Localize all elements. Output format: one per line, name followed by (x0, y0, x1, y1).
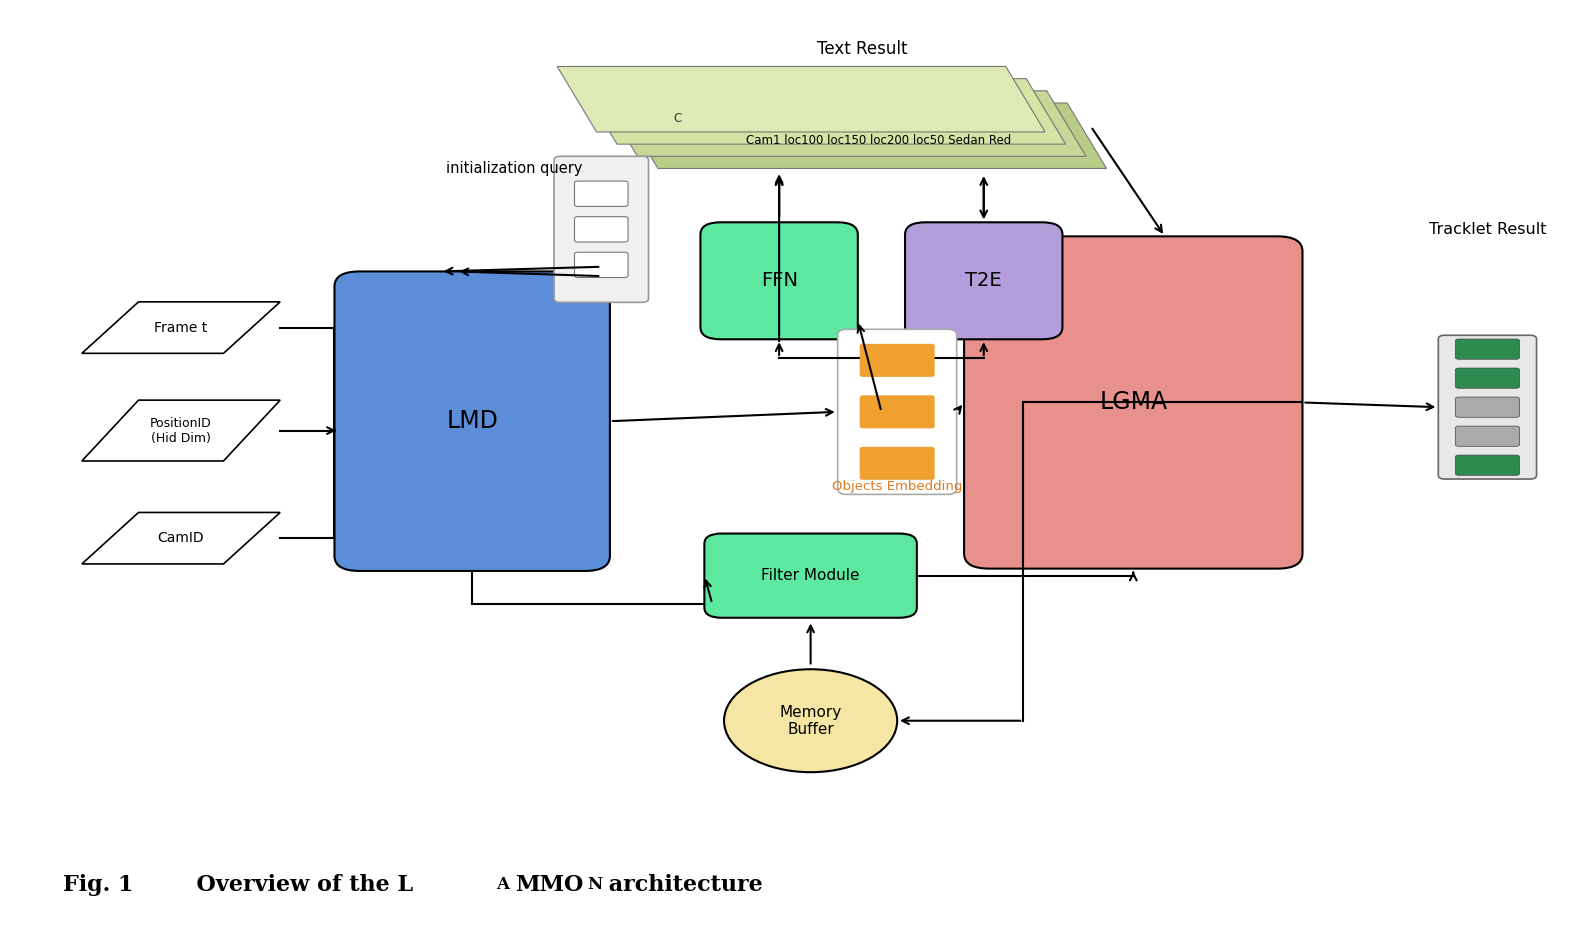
Polygon shape (82, 512, 280, 563)
Text: FFN: FFN (760, 271, 798, 290)
Text: Overview of the L: Overview of the L (181, 873, 412, 896)
FancyBboxPatch shape (575, 252, 628, 277)
Text: initialization query: initialization query (447, 161, 582, 176)
Text: Text Result: Text Result (817, 39, 908, 58)
Polygon shape (557, 66, 1045, 132)
Polygon shape (619, 103, 1107, 168)
Polygon shape (578, 79, 1066, 144)
FancyBboxPatch shape (575, 181, 628, 206)
Text: MMO: MMO (515, 873, 582, 896)
FancyBboxPatch shape (837, 329, 957, 494)
Text: Memory
Buffer: Memory Buffer (779, 705, 842, 737)
Text: architecture: architecture (601, 873, 763, 896)
Text: PositionID
(Hid Dim): PositionID (Hid Dim) (150, 417, 212, 445)
Text: Frame t: Frame t (154, 321, 208, 334)
FancyBboxPatch shape (700, 223, 858, 340)
FancyBboxPatch shape (859, 344, 935, 377)
Text: Filter Module: Filter Module (762, 568, 859, 583)
FancyBboxPatch shape (1439, 335, 1536, 479)
Polygon shape (598, 91, 1086, 156)
Text: N: N (587, 876, 603, 893)
Text: A: A (496, 876, 508, 893)
Text: T2E: T2E (965, 271, 1003, 290)
Text: LMD: LMD (447, 409, 497, 433)
FancyBboxPatch shape (554, 156, 648, 302)
Ellipse shape (724, 669, 897, 772)
Text: Objects Embedding: Objects Embedding (833, 480, 962, 493)
FancyBboxPatch shape (575, 216, 628, 241)
Text: Fig. 1: Fig. 1 (63, 873, 134, 896)
FancyBboxPatch shape (859, 446, 935, 480)
FancyBboxPatch shape (1456, 426, 1519, 446)
Text: LGMA: LGMA (1099, 390, 1168, 415)
FancyBboxPatch shape (963, 236, 1303, 568)
Text: CamID: CamID (157, 532, 205, 545)
FancyBboxPatch shape (1456, 339, 1519, 359)
FancyBboxPatch shape (334, 271, 611, 571)
FancyBboxPatch shape (1456, 397, 1519, 417)
FancyBboxPatch shape (705, 534, 916, 618)
Polygon shape (82, 301, 280, 353)
FancyBboxPatch shape (859, 395, 935, 429)
FancyBboxPatch shape (1456, 455, 1519, 475)
Text: C: C (674, 112, 682, 125)
FancyBboxPatch shape (1456, 368, 1519, 388)
Text: Tracklet Result: Tracklet Result (1429, 222, 1546, 237)
FancyBboxPatch shape (905, 223, 1062, 340)
Text: Cam1 loc100 loc150 loc200 loc50 Sedan Red: Cam1 loc100 loc150 loc200 loc50 Sedan Re… (746, 134, 1011, 147)
Polygon shape (82, 400, 280, 461)
